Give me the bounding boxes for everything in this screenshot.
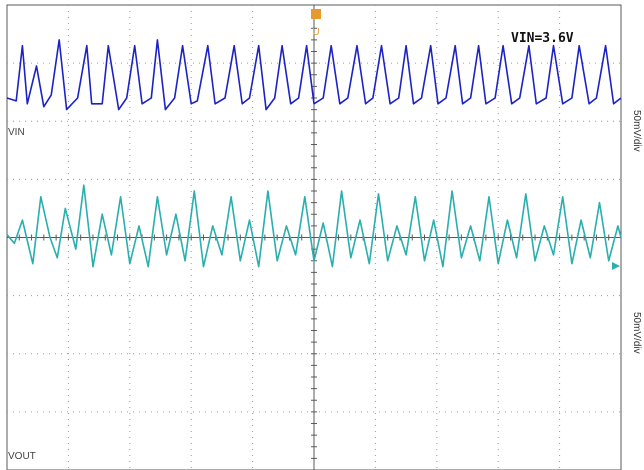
- channel-label-vout: VOUT: [8, 451, 36, 462]
- channel-label-vin: VIN: [8, 127, 25, 138]
- scale-label-ch1: 50mV/div: [631, 110, 642, 152]
- trigger-marker: U: [311, 9, 321, 38]
- trace-vin: [6, 39, 622, 111]
- scale-label-ch2: 50mV/div: [631, 312, 642, 354]
- center-axes: [6, 4, 622, 470]
- traces: [6, 39, 622, 268]
- annotation-vin: VIN=3.6V: [511, 31, 574, 46]
- trigger-marker-box: [311, 9, 321, 19]
- trigger-marker-label: U: [312, 27, 319, 38]
- trace-vout: [6, 184, 622, 268]
- ch2-ground-marker: [612, 262, 620, 270]
